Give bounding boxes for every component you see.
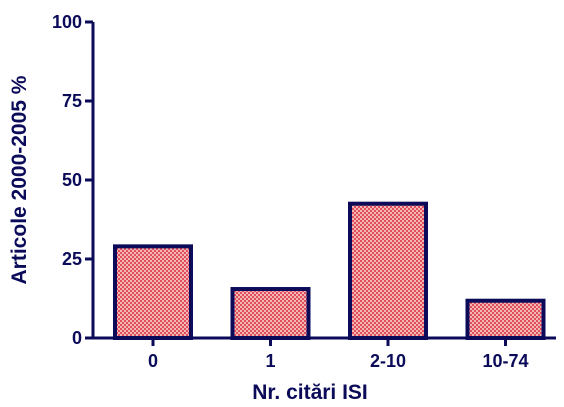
x-tick-label: 0 <box>148 351 158 371</box>
y-tick-label: 75 <box>62 91 82 111</box>
bar-10-74 <box>465 298 546 341</box>
x-tick-label: 1 <box>265 351 275 371</box>
y-tick-label: 100 <box>52 12 82 32</box>
y-axis-title: Articole 2000-2005 % <box>8 75 31 284</box>
bar-2-10 <box>348 201 428 340</box>
y-tick-label: 25 <box>62 249 82 269</box>
bars-group <box>113 201 546 341</box>
y-tick-label: 50 <box>62 170 82 190</box>
y-tick-label: 0 <box>72 328 82 348</box>
bar-0 <box>113 244 193 340</box>
x-ticks-group: 0 1 2-10 10-74 <box>148 338 529 371</box>
x-axis-title: Nr. citări ISI <box>252 381 368 404</box>
x-tick-label: 10-74 <box>482 351 528 371</box>
y-ticks-group: 0 25 50 75 100 <box>52 12 93 348</box>
x-tick-label: 2-10 <box>370 351 406 371</box>
bar-1 <box>230 287 311 340</box>
